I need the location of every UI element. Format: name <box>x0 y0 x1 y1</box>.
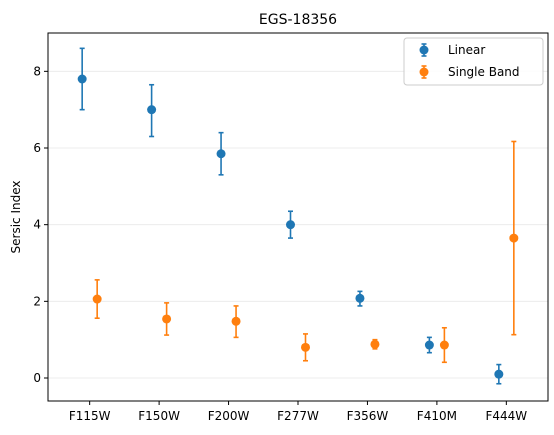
data-point <box>162 314 172 324</box>
axis-ticks: 0 2 4 6 8 F115W F150W F200W F277W F356W F410M F444W <box>33 64 527 423</box>
y-axis-label: Sersic Index <box>9 181 23 254</box>
legend-entry-linear: Linear <box>419 43 485 57</box>
legend-box <box>403 37 544 86</box>
data-point <box>424 340 434 350</box>
data-point <box>301 342 310 352</box>
data-point <box>286 220 295 230</box>
data-point <box>77 74 87 84</box>
y-tick-label: 8 <box>33 64 41 78</box>
x-tick-label: F410M <box>417 409 457 423</box>
data-point <box>92 294 102 304</box>
x-tick-label: F200W <box>208 409 250 423</box>
x-tick-label: F356W <box>347 409 389 423</box>
data-point <box>370 339 380 349</box>
x-tick-label: F150W <box>138 409 180 423</box>
x-tick-label: F115W <box>69 409 111 423</box>
legend-marker <box>419 67 429 77</box>
data-point <box>147 105 157 115</box>
data-point <box>494 369 504 379</box>
y-tick-label: 6 <box>33 141 41 155</box>
y-tick-label: 4 <box>33 218 41 232</box>
y-tick-label: 0 <box>33 371 41 385</box>
chart-title: EGS-18356 <box>259 12 337 28</box>
legend-label: Single Band <box>448 65 520 79</box>
y-tick-label: 2 <box>33 294 41 308</box>
data-point <box>355 293 365 303</box>
data-point <box>231 316 241 326</box>
legend-marker <box>419 45 429 55</box>
data-point <box>439 340 449 350</box>
plot-frame <box>47 32 549 402</box>
legend-label: Linear <box>448 43 485 57</box>
x-tick-label: F277W <box>277 409 319 423</box>
data-point <box>216 149 226 159</box>
series-linear <box>77 47 504 385</box>
x-tick-label: F444W <box>485 409 527 423</box>
legend-entry-single-band: Single Band <box>419 65 520 79</box>
grid-lines <box>48 70 548 379</box>
legend: Linear Single Band <box>403 37 544 86</box>
data-point <box>509 233 519 243</box>
series-single-band <box>92 140 519 364</box>
plot-marks <box>77 47 519 385</box>
